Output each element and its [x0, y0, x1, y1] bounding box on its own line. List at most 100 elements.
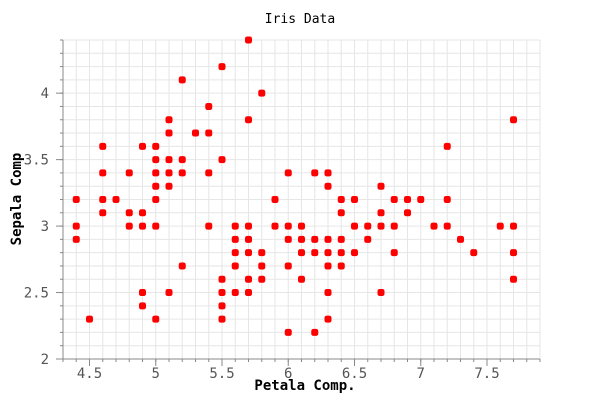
data-point: [125, 209, 133, 217]
data-point: [324, 249, 332, 257]
data-point: [245, 222, 252, 230]
data-point: [496, 222, 504, 230]
grid: [62, 39, 541, 360]
data-point: [298, 249, 305, 257]
data-point: [165, 182, 173, 190]
data-point: [231, 289, 239, 297]
data-point: [165, 116, 173, 124]
chart-title: Iris Data: [265, 12, 335, 27]
data-point: [99, 142, 107, 150]
y-tick-label: 3: [41, 219, 49, 235]
data-point: [72, 196, 80, 203]
data-point: [417, 196, 425, 203]
x-tick-label: 5: [152, 366, 160, 382]
data-point: [178, 169, 186, 177]
data-point: [324, 182, 332, 190]
data-point: [324, 235, 332, 243]
data-point: [324, 289, 332, 297]
data-point: [377, 209, 385, 217]
data-point: [165, 156, 173, 164]
y-tick-label: 2: [41, 352, 49, 368]
data-point: [245, 36, 252, 44]
data-point: [139, 289, 146, 297]
data-point: [152, 315, 160, 323]
data-point: [377, 182, 385, 190]
x-tick-label: 5.5: [209, 366, 234, 382]
data-point: [324, 262, 332, 270]
x-tick-label: 6.5: [342, 366, 367, 382]
data-point: [443, 142, 451, 150]
data-point: [510, 116, 517, 124]
data-point: [284, 222, 292, 230]
data-point: [205, 129, 213, 137]
x-tick-label: 6: [284, 366, 292, 382]
data-point: [152, 156, 160, 164]
data-point: [205, 222, 213, 230]
data-point: [205, 102, 213, 110]
tick-labels: 4.5 5 5.5 6 6.5 7 7.5 2 2.5 3 3.5 4: [24, 86, 500, 382]
data-point: [337, 209, 345, 217]
data-point: [298, 222, 305, 230]
data-point: [231, 222, 239, 230]
data-point: [245, 235, 252, 243]
data-point: [245, 249, 252, 257]
data-point: [139, 222, 146, 230]
data-point: [337, 235, 345, 243]
axes: [56, 39, 541, 366]
data-point: [72, 222, 80, 230]
data-point: [218, 289, 226, 297]
data-point: [311, 169, 319, 177]
data-points: [72, 36, 517, 336]
data-point: [337, 196, 345, 203]
data-point: [245, 116, 252, 124]
data-point: [271, 196, 279, 203]
data-point: [245, 275, 252, 283]
data-point: [152, 182, 160, 190]
data-point: [337, 262, 345, 270]
data-point: [443, 196, 451, 203]
data-point: [218, 302, 226, 310]
data-point: [152, 222, 160, 230]
y-axis-label: Sepala Comp: [9, 153, 25, 246]
x-axis-label: Petala Comp.: [254, 378, 355, 394]
data-point: [139, 142, 146, 150]
data-point: [337, 249, 345, 257]
data-point: [218, 315, 226, 323]
data-point: [284, 235, 292, 243]
data-point: [351, 222, 358, 230]
data-point: [231, 249, 239, 257]
data-point: [86, 315, 93, 323]
data-point: [364, 235, 372, 243]
data-point: [298, 275, 305, 283]
data-point: [284, 262, 292, 270]
data-point: [152, 169, 160, 177]
data-point: [165, 289, 173, 297]
x-tick-label: 7.5: [474, 366, 499, 382]
data-point: [258, 249, 266, 257]
data-point: [324, 315, 332, 323]
data-point: [125, 222, 133, 230]
y-tick-label: 3.5: [24, 153, 49, 169]
data-point: [510, 222, 517, 230]
data-point: [271, 222, 279, 230]
data-point: [457, 235, 464, 243]
data-point: [152, 196, 160, 203]
data-point: [470, 249, 478, 257]
data-point: [152, 142, 160, 150]
data-point: [165, 169, 173, 177]
data-point: [443, 222, 451, 230]
data-point: [178, 156, 186, 164]
data-point: [284, 169, 292, 177]
data-point: [404, 196, 411, 203]
data-point: [99, 209, 107, 217]
data-point: [390, 222, 398, 230]
data-point: [351, 196, 358, 203]
data-point: [510, 275, 517, 283]
data-point: [258, 275, 266, 283]
data-point: [112, 196, 120, 203]
data-point: [192, 129, 199, 137]
data-point: [139, 209, 146, 217]
data-point: [178, 262, 186, 270]
data-point: [390, 249, 398, 257]
